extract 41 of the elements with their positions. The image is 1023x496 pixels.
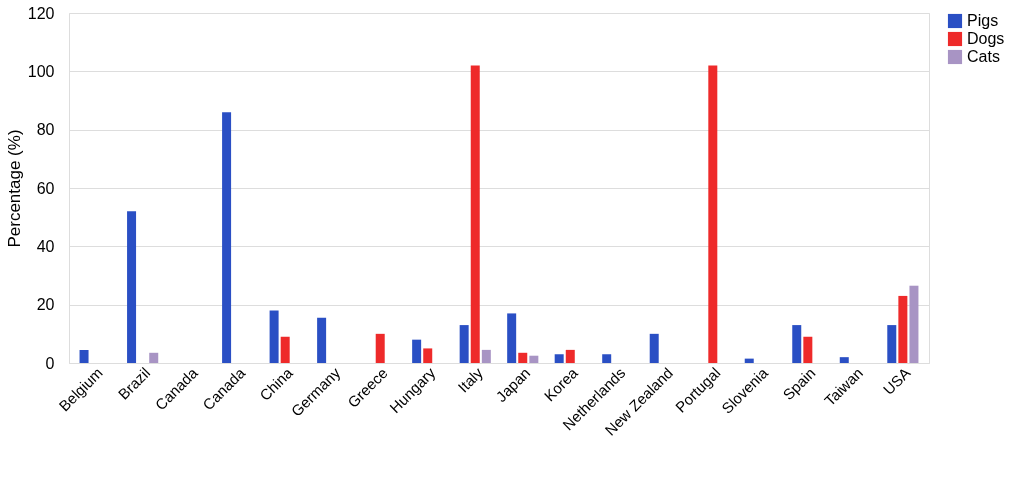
y-tick-label: 0 [45,354,55,372]
x-tick-label: Italy [454,363,487,396]
bar [744,358,754,363]
y-tick-label: 80 [36,121,55,139]
legend-label: Pigs [967,12,999,29]
bar [149,352,159,363]
bar [898,295,908,363]
bar [280,336,290,363]
bar [459,325,469,363]
bar [887,325,897,363]
bar [803,336,813,363]
bar [127,211,137,363]
bar [317,317,327,363]
bar [529,355,539,363]
y-tick-label: 120 [27,4,55,22]
bar [602,354,612,363]
y-tick-label: 20 [36,296,55,314]
bar [507,313,517,363]
bar [79,349,89,363]
bar [412,339,422,363]
bar [839,357,849,363]
bar [909,285,919,363]
bar [708,65,718,363]
bar [481,349,491,363]
y-tick-label: 100 [27,62,55,80]
legend-label: Cats [967,48,1000,65]
y-tick-label: 40 [36,237,55,255]
bar [554,354,564,363]
bar [423,348,433,363]
x-tick-label: USA [879,364,914,398]
y-axis-title: Percentage (%) [4,129,24,248]
bar [222,112,232,363]
bar [269,310,279,363]
bar [565,349,575,363]
bar [792,325,802,363]
bar [518,352,528,363]
y-tick-label: 60 [36,179,55,197]
bar [649,333,659,363]
legend-label: Dogs [967,30,1005,47]
bar [375,333,385,363]
bar [470,65,480,363]
